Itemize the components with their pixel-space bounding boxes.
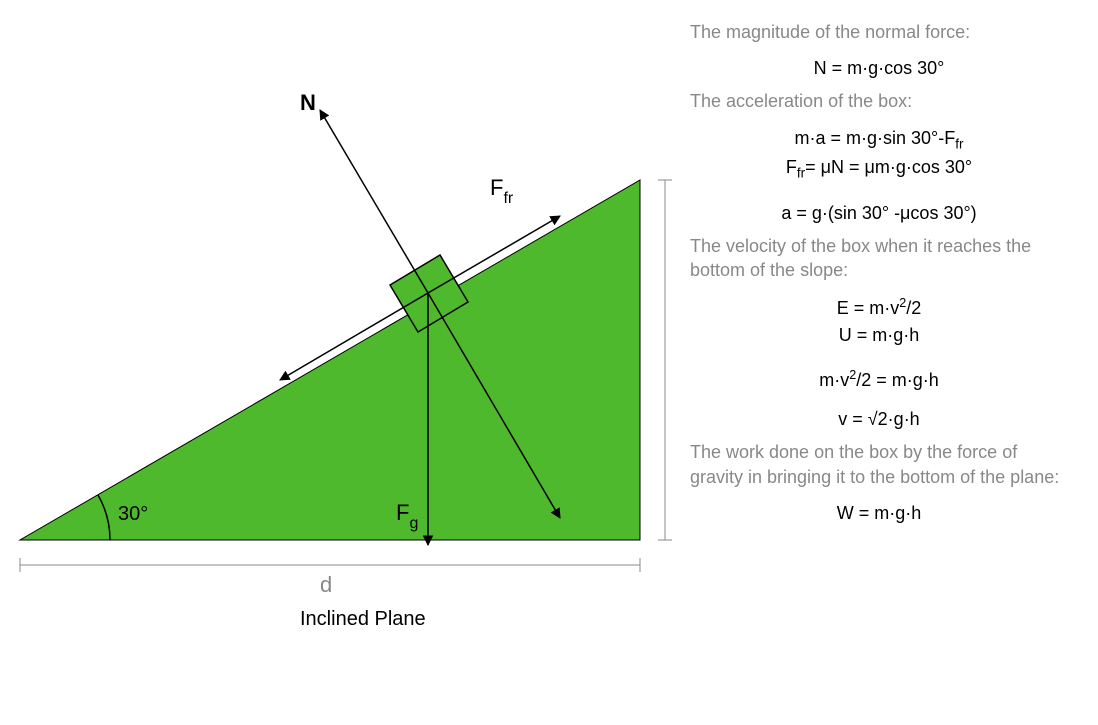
dimension-d [20, 558, 640, 572]
eq-potential: U = m·g·h [690, 325, 1068, 346]
heading-velocity: The velocity of the box when it reaches … [690, 234, 1068, 283]
heading-normal-force: The magnitude of the normal force: [690, 20, 1068, 44]
eq-work: W = m·g·h [690, 503, 1068, 524]
eq-newton2: m·a = m·g·sin 30°-Ffr [690, 128, 1068, 152]
diagram-svg: N Ffr Fg 30° d h Inclined Plane [0, 0, 680, 725]
label-d: d [320, 572, 332, 597]
label-N: N [300, 90, 316, 115]
label-Ffr: Ffr [490, 175, 514, 207]
heading-acceleration: The acceleration of the box: [690, 89, 1068, 113]
equations-panel: The magnitude of the normal force: N = m… [680, 0, 1098, 725]
vector-normal [320, 110, 428, 293]
eq-normal-force: N = m·g·cos 30° [690, 58, 1068, 79]
heading-work: The work done on the box by the force of… [690, 440, 1068, 489]
inclined-plane-diagram: N Ffr Fg 30° d h Inclined Plane [0, 0, 680, 725]
eq-friction: Ffr= μN = μm·g·cos 30° [690, 157, 1068, 181]
eq-acceleration: a = g·(sin 30° -μcos 30°) [690, 203, 1068, 224]
eq-velocity: v = √2·g·h [690, 409, 1068, 430]
incline-triangle [20, 180, 640, 540]
eq-kinetic: E = m·v2/2 [690, 296, 1068, 319]
label-angle: 30° [118, 503, 148, 525]
eq-energy-conservation: m·v2/2 = m·g·h [690, 368, 1068, 391]
diagram-caption: Inclined Plane [300, 608, 426, 630]
dimension-h [658, 180, 672, 540]
